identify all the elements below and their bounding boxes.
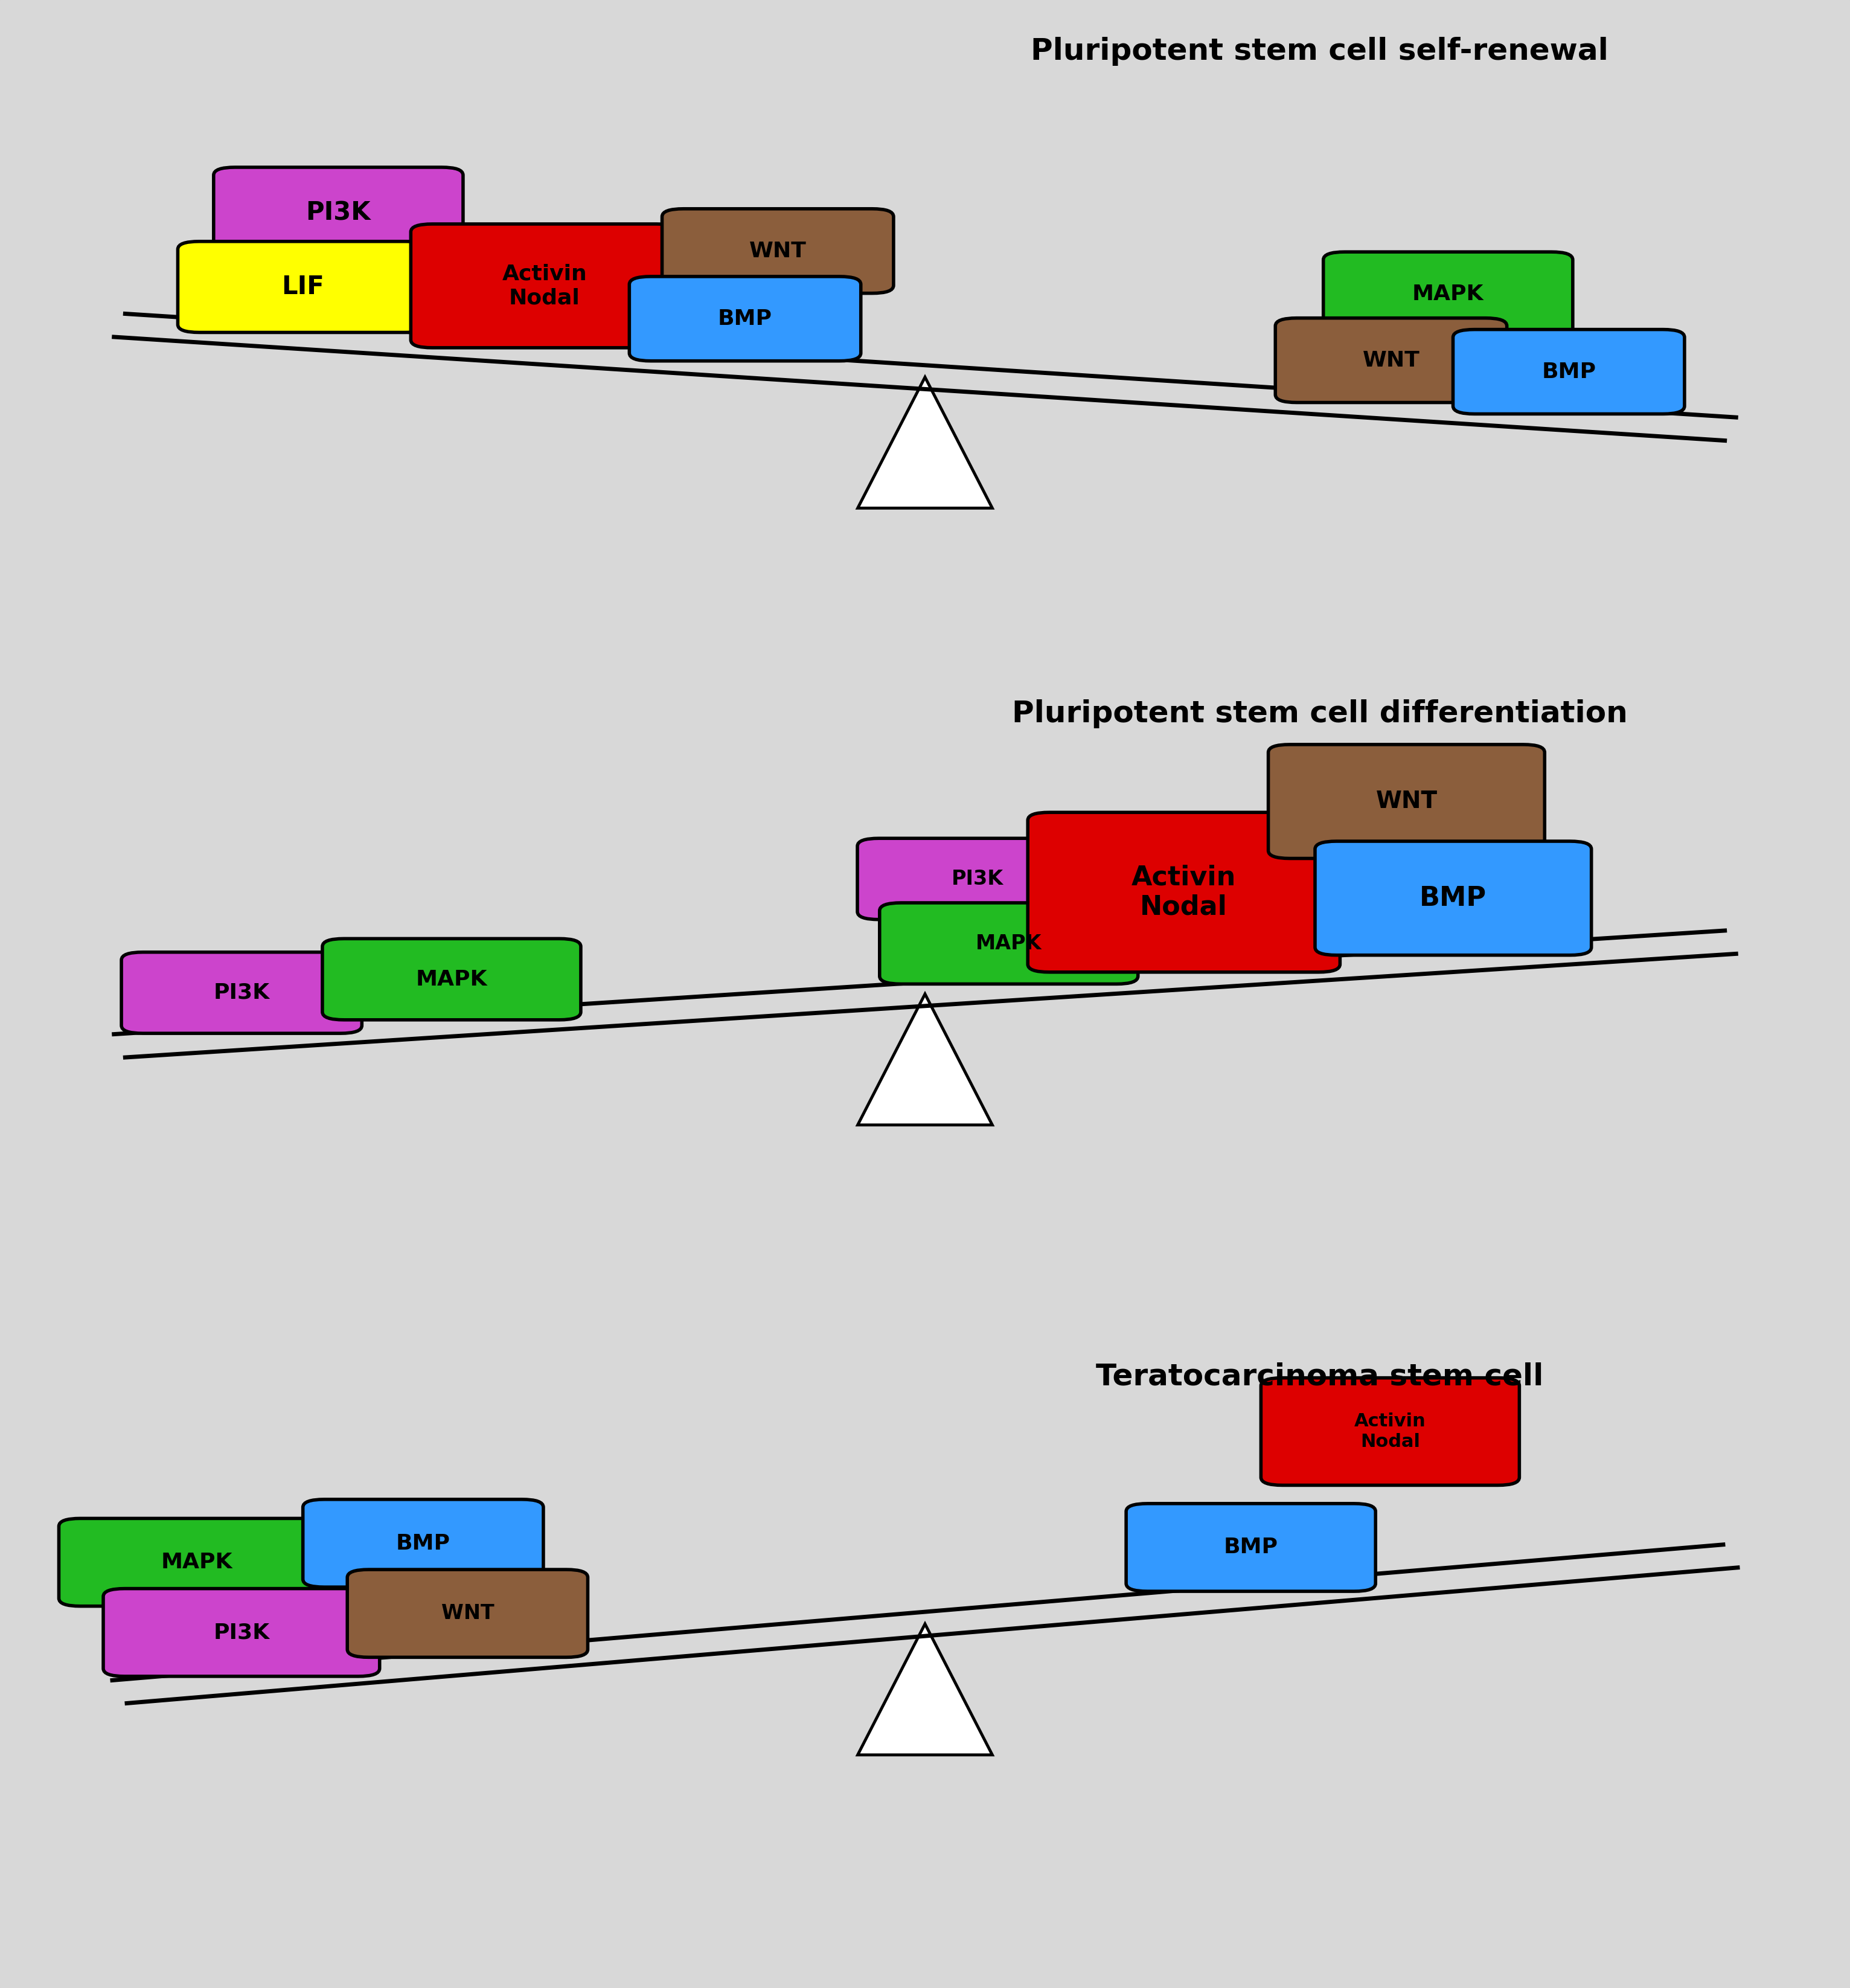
Text: Activin
Nodal: Activin Nodal bbox=[501, 264, 586, 308]
Text: MAPK: MAPK bbox=[161, 1553, 233, 1573]
Polygon shape bbox=[858, 1624, 992, 1755]
Text: Teratocarcinoma stem cell: Teratocarcinoma stem cell bbox=[1095, 1362, 1543, 1392]
FancyBboxPatch shape bbox=[213, 167, 463, 258]
FancyBboxPatch shape bbox=[1323, 252, 1572, 336]
Text: MAPK: MAPK bbox=[1412, 284, 1484, 304]
FancyBboxPatch shape bbox=[1127, 1503, 1376, 1590]
Text: PI3K: PI3K bbox=[213, 982, 270, 1004]
Text: Activin
Nodal: Activin Nodal bbox=[1354, 1413, 1426, 1451]
FancyBboxPatch shape bbox=[411, 225, 679, 348]
Polygon shape bbox=[858, 994, 992, 1125]
Text: WNT: WNT bbox=[749, 241, 807, 260]
FancyBboxPatch shape bbox=[1275, 318, 1508, 402]
Text: LIF: LIF bbox=[281, 274, 324, 300]
FancyBboxPatch shape bbox=[662, 209, 894, 294]
Text: BMP: BMP bbox=[396, 1533, 450, 1553]
FancyBboxPatch shape bbox=[1315, 841, 1591, 954]
Polygon shape bbox=[858, 378, 992, 509]
FancyBboxPatch shape bbox=[178, 241, 427, 332]
Text: WNT: WNT bbox=[440, 1604, 494, 1624]
Text: WNT: WNT bbox=[1376, 789, 1437, 813]
Text: PI3K: PI3K bbox=[305, 201, 370, 225]
FancyBboxPatch shape bbox=[348, 1571, 588, 1658]
Text: MAPK: MAPK bbox=[975, 934, 1042, 954]
Text: BMP: BMP bbox=[1419, 885, 1487, 911]
FancyBboxPatch shape bbox=[104, 1588, 379, 1676]
Text: Pluripotent stem cell self-renewal: Pluripotent stem cell self-renewal bbox=[1030, 36, 1610, 66]
FancyBboxPatch shape bbox=[122, 952, 363, 1034]
FancyBboxPatch shape bbox=[1269, 746, 1545, 859]
FancyBboxPatch shape bbox=[1452, 330, 1685, 414]
FancyBboxPatch shape bbox=[629, 276, 860, 362]
Text: BMP: BMP bbox=[1223, 1537, 1278, 1559]
FancyBboxPatch shape bbox=[857, 839, 1097, 920]
Text: WNT: WNT bbox=[1362, 350, 1419, 370]
Text: PI3K: PI3K bbox=[213, 1622, 270, 1642]
FancyBboxPatch shape bbox=[322, 938, 581, 1020]
FancyBboxPatch shape bbox=[303, 1499, 544, 1586]
Text: PI3K: PI3K bbox=[951, 869, 1005, 889]
Text: BMP: BMP bbox=[1541, 362, 1597, 382]
Text: Pluripotent stem cell differentiation: Pluripotent stem cell differentiation bbox=[1012, 700, 1628, 728]
Text: MAPK: MAPK bbox=[416, 968, 487, 990]
Text: BMP: BMP bbox=[718, 308, 771, 328]
Text: Activin
Nodal: Activin Nodal bbox=[1132, 865, 1236, 920]
FancyBboxPatch shape bbox=[1029, 813, 1339, 972]
FancyBboxPatch shape bbox=[59, 1519, 335, 1606]
FancyBboxPatch shape bbox=[879, 903, 1138, 984]
FancyBboxPatch shape bbox=[1262, 1378, 1519, 1485]
